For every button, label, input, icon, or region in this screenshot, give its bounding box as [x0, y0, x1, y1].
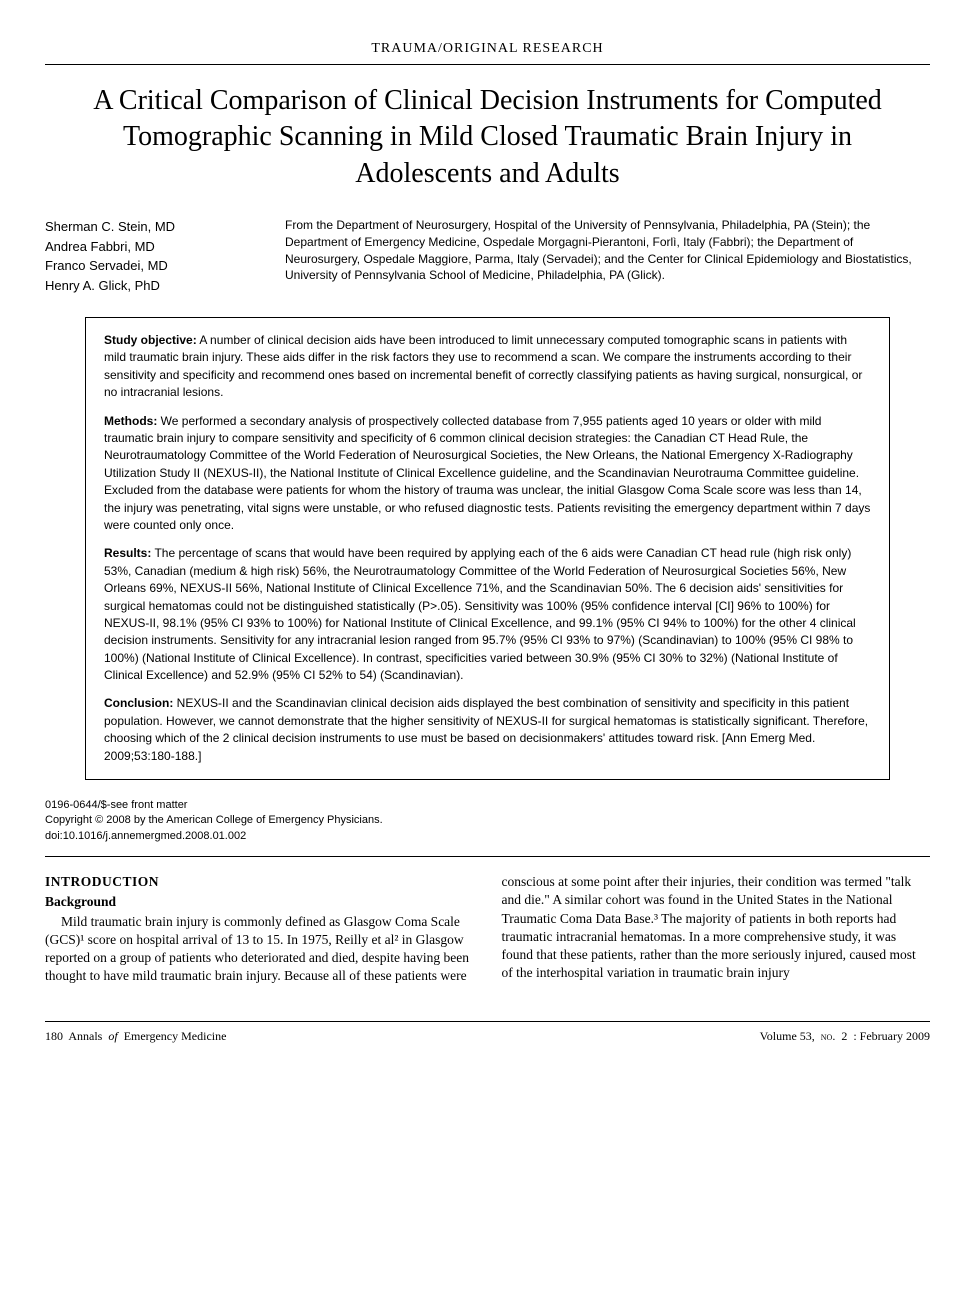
- copyright-line: Copyright © 2008 by the American College…: [45, 813, 930, 828]
- body-column-left: INTRODUCTION Background Mild traumatic b…: [45, 873, 474, 985]
- footer-volume: Volume 53,: [760, 1029, 815, 1043]
- abstract-results-label: Results:: [104, 546, 151, 560]
- authors-list: Sherman C. Stein, MD Andrea Fabbri, MD F…: [45, 217, 245, 295]
- footer-no-label: no.: [818, 1029, 839, 1043]
- background-heading: Background: [45, 893, 474, 911]
- footer-date: : February 2009: [850, 1029, 930, 1043]
- abstract-methods-label: Methods:: [104, 414, 157, 428]
- copyright-block: 0196-0644/$-see front matter Copyright ©…: [45, 798, 930, 844]
- author: Andrea Fabbri, MD: [45, 237, 245, 257]
- copyright-line: doi:10.1016/j.annemergmed.2008.01.002: [45, 829, 930, 844]
- abstract-objective-text: A number of clinical decision aids have …: [104, 333, 862, 399]
- footer-page-number: 180: [45, 1029, 63, 1043]
- copyright-line: 0196-0644/$-see front matter: [45, 798, 930, 813]
- abstract-methods-text: We performed a secondary analysis of pro…: [104, 414, 870, 532]
- affiliations: From the Department of Neurosurgery, Hos…: [285, 217, 930, 295]
- abstract-conclusion-label: Conclusion:: [104, 696, 173, 710]
- abstract-conclusion-text: NEXUS-II and the Scandinavian clinical d…: [104, 696, 868, 762]
- author: Henry A. Glick, PhD: [45, 276, 245, 296]
- abstract-results: Results: The percentage of scans that wo…: [104, 545, 871, 684]
- divider-rule: [45, 856, 930, 857]
- abstract-results-text: The percentage of scans that would have …: [104, 546, 856, 682]
- authors-affiliations-block: Sherman C. Stein, MD Andrea Fabbri, MD F…: [45, 217, 930, 295]
- author: Sherman C. Stein, MD: [45, 217, 245, 237]
- body-column-right: conscious at some point after their inju…: [502, 873, 931, 985]
- author: Franco Servadei, MD: [45, 256, 245, 276]
- section-header: TRAUMA/ORIGINAL RESEARCH: [45, 40, 930, 65]
- body-paragraph: conscious at some point after their inju…: [502, 873, 931, 982]
- footer-issue: Volume 53, no. 2 : February 2009: [760, 1028, 930, 1044]
- body-paragraph: Mild traumatic brain injury is commonly …: [45, 913, 474, 986]
- page-footer: 180 Annals of Emergency Medicine Volume …: [45, 1021, 930, 1044]
- abstract-methods: Methods: We performed a secondary analys…: [104, 413, 871, 535]
- footer-journal-suffix: Emergency Medicine: [124, 1029, 227, 1043]
- footer-journal-name: Annals: [68, 1029, 102, 1043]
- footer-no-value: 2: [841, 1029, 847, 1043]
- abstract-objective-label: Study objective:: [104, 333, 197, 347]
- article-title: A Critical Comparison of Clinical Decisi…: [45, 83, 930, 192]
- body-columns: INTRODUCTION Background Mild traumatic b…: [45, 873, 930, 985]
- footer-journal: 180 Annals of Emergency Medicine: [45, 1028, 226, 1044]
- abstract-box: Study objective: A number of clinical de…: [85, 317, 890, 780]
- abstract-objective: Study objective: A number of clinical de…: [104, 332, 871, 402]
- footer-journal-of: of: [105, 1029, 120, 1043]
- abstract-conclusion: Conclusion: NEXUS-II and the Scandinavia…: [104, 695, 871, 765]
- introduction-heading: INTRODUCTION: [45, 873, 474, 891]
